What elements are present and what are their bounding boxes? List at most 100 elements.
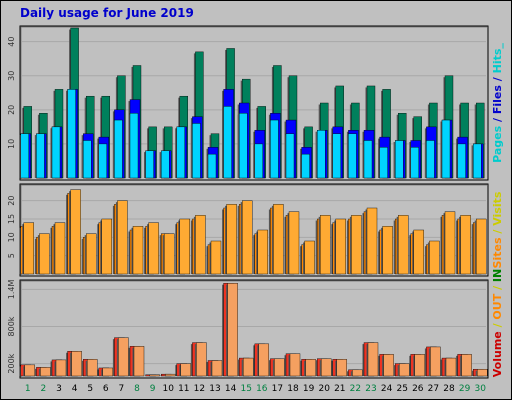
x-tick-label: 30 (474, 384, 486, 394)
bar-visits (429, 240, 440, 275)
x-tick-label: 29 (459, 384, 471, 394)
bar-out (40, 367, 51, 377)
bar-pages (145, 150, 154, 179)
y-tick-label: 10 (7, 232, 16, 242)
bar-pages (473, 143, 482, 179)
bar-visits (117, 200, 128, 275)
bar-out (196, 342, 207, 377)
x-tick-label: 16 (256, 384, 268, 394)
y-tick-label: 200k (7, 353, 16, 373)
bar-visits (366, 207, 378, 275)
bar-pages (176, 126, 186, 179)
bar-pages (129, 113, 139, 179)
bar-out (164, 373, 176, 377)
y-tick-label: 800k (7, 316, 16, 336)
bar-visits (351, 215, 362, 275)
x-tick-label: 7 (119, 384, 125, 394)
bar-visits (54, 222, 66, 275)
bar-visits (413, 229, 424, 275)
bar-pages (254, 143, 264, 179)
x-tick-label: 10 (162, 384, 174, 394)
pages-files-hits-label-part: / (491, 73, 504, 85)
y-tick-label: 40 (7, 37, 16, 47)
bar-visits (335, 218, 346, 275)
bar-out (258, 343, 269, 377)
bar-pages (98, 143, 108, 179)
x-tick-label: 15 (240, 384, 251, 394)
y-tick-label: 20 (7, 196, 16, 206)
y-tick-label: 1.4M (7, 280, 16, 300)
bar-visits (241, 200, 253, 275)
bar-pages (223, 106, 232, 179)
bar-visits (226, 204, 237, 275)
pages-files-hits-label: Pages / Files / Hits_ (491, 43, 504, 163)
y-tick-label: 15 (7, 214, 16, 224)
bar-pages (301, 153, 310, 179)
bar-out (430, 346, 441, 377)
bar-out (118, 337, 129, 377)
x-tick-label: 6 (103, 384, 109, 394)
x-tick-label: 8 (134, 384, 140, 394)
bar-visits (132, 226, 144, 275)
bar-pages (317, 130, 326, 179)
bar-pages (67, 89, 76, 179)
x-tick-label: 27 (428, 384, 439, 394)
bar-pages (410, 147, 419, 179)
x-tick-label: 20 (318, 384, 330, 394)
bar-out (55, 359, 67, 377)
bar-pages (20, 133, 29, 179)
x-tick-label: 2 (41, 384, 47, 394)
bar-out (445, 357, 457, 377)
bar-visits (70, 189, 81, 275)
bar-out (414, 354, 425, 377)
x-tick-label: 4 (72, 384, 78, 394)
volume-out-in-label-part: OUT (491, 293, 504, 319)
bar-out (367, 342, 379, 377)
sites-visits-label-part: Visits (491, 191, 504, 226)
chart-title: Daily usage for June 2019 (20, 6, 194, 20)
x-tick-label: 28 (443, 384, 455, 394)
pages-files-hits-label-part: / (491, 114, 504, 126)
pages-files-hits-label-part: Hits_ (491, 43, 504, 74)
bar-out (71, 351, 82, 377)
bar-out (86, 359, 98, 377)
bar-out (477, 368, 488, 377)
x-tick-label: 13 (209, 384, 220, 394)
bar-visits (210, 240, 222, 275)
x-tick-label: 24 (381, 384, 393, 394)
x-tick-label: 26 (412, 384, 424, 394)
bar-visits (288, 211, 300, 275)
bar-pages (379, 147, 388, 179)
bar-pages (426, 140, 435, 179)
bar-pages (192, 123, 201, 179)
bar-visits (23, 222, 34, 275)
bar-pages (457, 143, 466, 179)
bar-visits (304, 240, 315, 275)
bar-out (305, 359, 316, 377)
bar-out (289, 353, 301, 377)
volume-out-in-label-part: / (491, 320, 504, 332)
y-tick-label: 5 (7, 253, 16, 258)
bar-out (399, 363, 410, 377)
x-tick-label: 12 (194, 384, 205, 394)
bar-pages (51, 126, 61, 179)
bar-pages (36, 133, 45, 179)
sites-visits-label-part: Sites (491, 237, 504, 268)
bar-pages (114, 119, 123, 179)
bar-visits (101, 218, 113, 275)
bar-visits (460, 215, 471, 275)
bar-pages (270, 119, 279, 179)
bar-visits (476, 218, 487, 275)
bar-out (102, 367, 114, 377)
x-tick-label: 14 (225, 384, 237, 394)
sites-visits-label-part: / (491, 226, 504, 238)
bar-visits (444, 211, 456, 275)
bar-pages (207, 153, 217, 179)
bar-out (24, 364, 35, 377)
bar-pages (82, 140, 92, 179)
bar-visits (148, 222, 159, 275)
bar-out (149, 374, 160, 377)
bar-pages (441, 119, 451, 179)
x-tick-label: 23 (365, 384, 376, 394)
x-tick-label: 9 (150, 384, 156, 394)
